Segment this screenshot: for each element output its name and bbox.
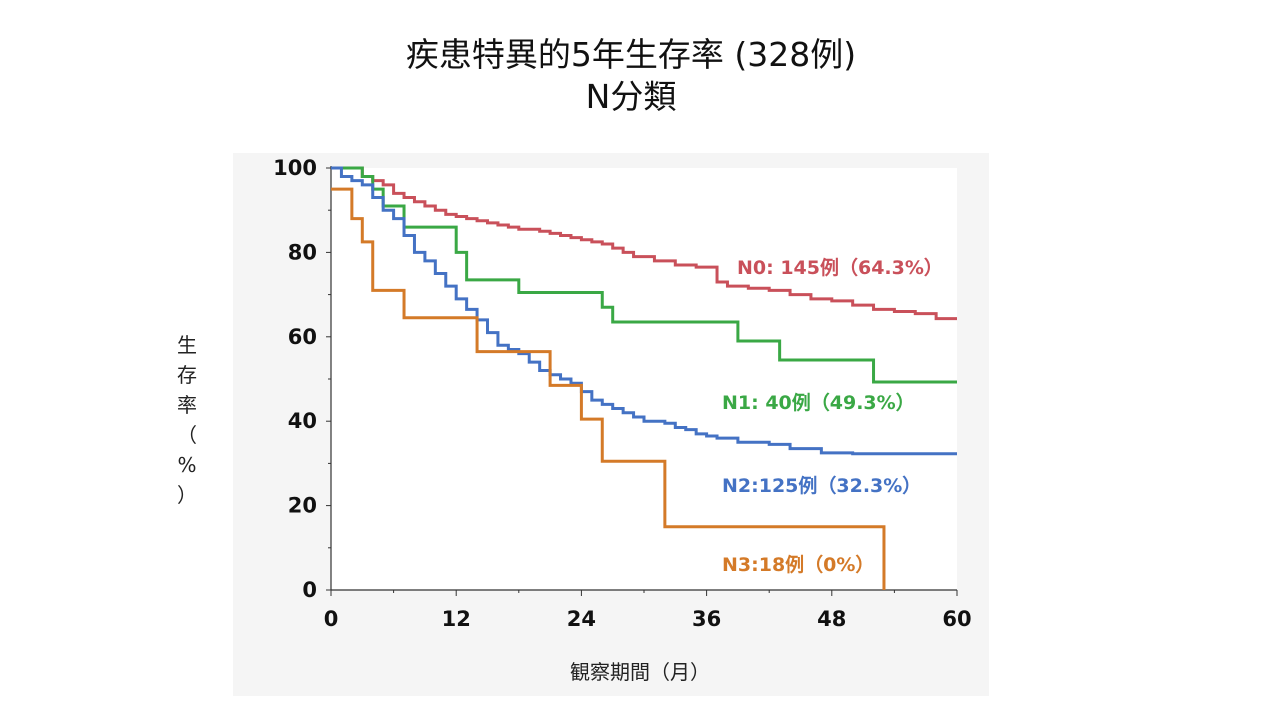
plot-area: [331, 168, 957, 590]
series-label-n0: N0: 145例（64.3%）: [737, 256, 943, 279]
y-tick-label: 60: [288, 325, 317, 349]
x-tick-label: 48: [817, 607, 846, 631]
series-label-n2: N2:125例（32.3%）: [722, 474, 921, 497]
y-axis-label-char: 率: [177, 393, 197, 417]
y-tick-label: 80: [288, 240, 317, 264]
chart-subtitle: N分類: [585, 77, 677, 116]
x-tick-label: 36: [692, 607, 721, 631]
x-tick-label: 24: [567, 607, 596, 631]
x-axis-label: 観察期間（月）: [570, 660, 710, 684]
y-tick-label: 20: [288, 494, 317, 518]
y-tick-label: 100: [273, 156, 317, 180]
x-tick-label: 60: [942, 607, 971, 631]
y-axis-label: 生 存 率 （ % ）: [174, 330, 200, 510]
chart-title-block: 疾患特異的5年生存率 (328例) N分類: [0, 34, 1262, 118]
y-axis-label-char: 生: [177, 333, 197, 357]
series-line-n3: [331, 187, 886, 590]
series-line-n0: [331, 166, 957, 321]
series-label-n3: N3:18例（0%）: [722, 553, 874, 576]
y-axis-label-char: ）: [177, 483, 197, 507]
x-tick-label: 12: [442, 607, 471, 631]
series-label-n1: N1: 40例（49.3%）: [722, 391, 915, 414]
y-tick-label: 0: [302, 578, 317, 602]
x-tick-label: 0: [324, 607, 339, 631]
y-tick-label: 40: [288, 409, 317, 433]
y-axis-label-char: %: [177, 453, 197, 477]
y-axis-label-char: 存: [177, 363, 197, 387]
chart-title: 疾患特異的5年生存率 (328例): [405, 35, 857, 74]
y-axis-label-char: （: [177, 423, 197, 447]
series-line-n1: [331, 166, 957, 384]
